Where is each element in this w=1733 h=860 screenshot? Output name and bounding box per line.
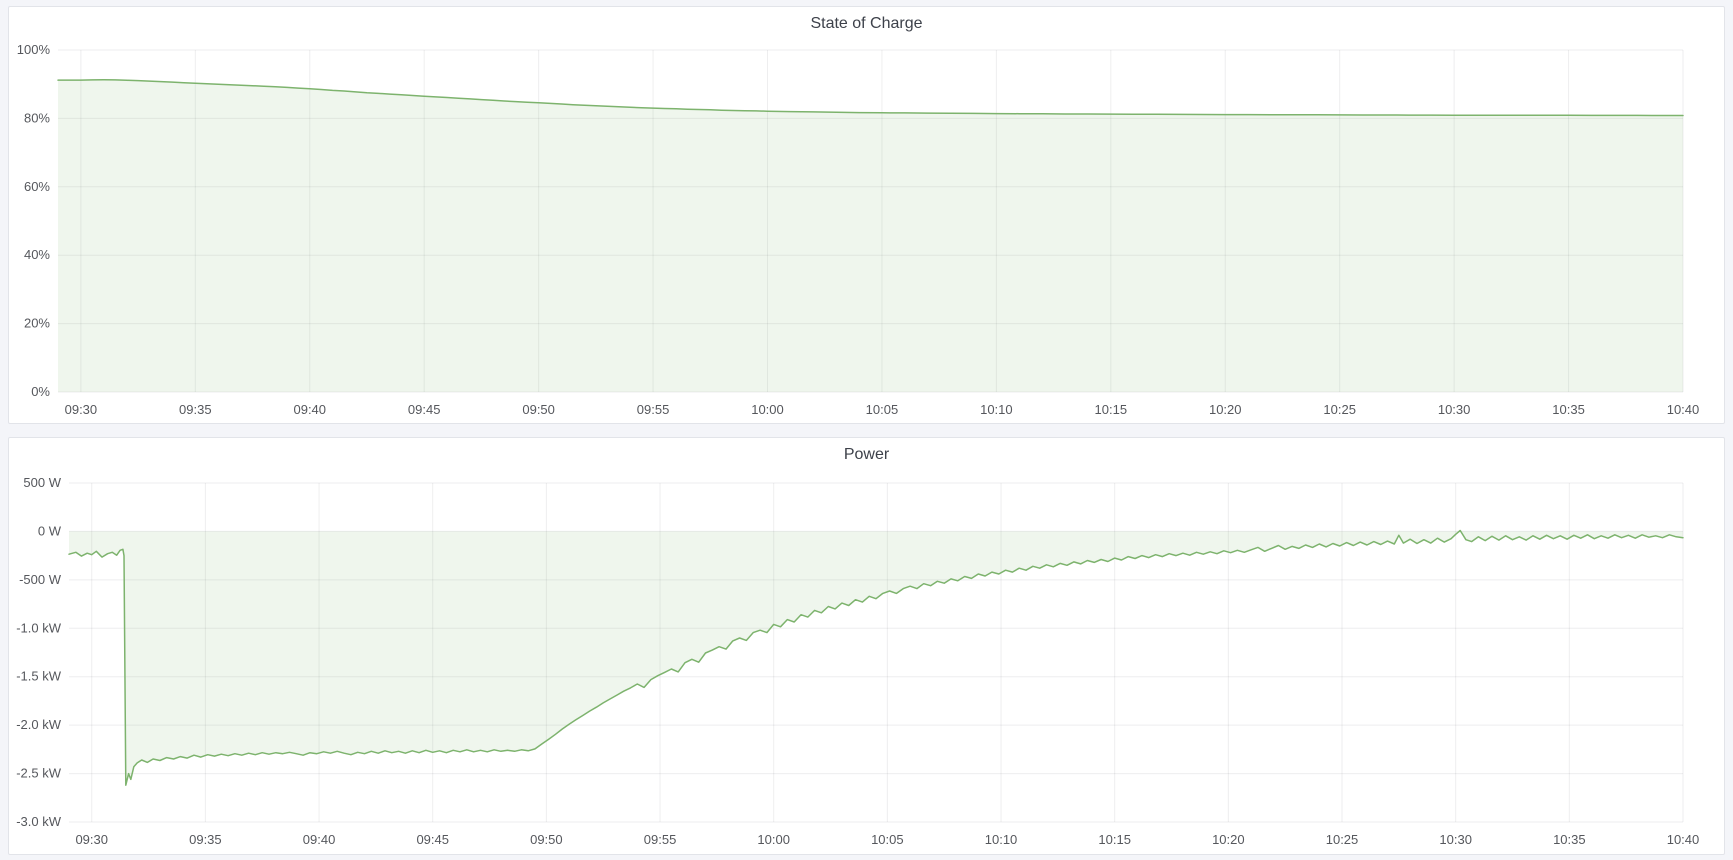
- x-tick-label: 10:10: [985, 832, 1018, 847]
- state-of-charge-chart[interactable]: 100% 80% 60% 40% 20% 0% 09:30 09:35 09:40 09:45 09…: [9, 7, 1724, 423]
- y-tick-label: 0%: [31, 384, 50, 399]
- x-tick-label: 10:00: [751, 402, 784, 417]
- x-tick-label: 10:20: [1212, 832, 1245, 847]
- x-tick-label: 10:30: [1439, 832, 1472, 847]
- y-tick-label: 0 W: [38, 523, 62, 538]
- panel-state-of-charge: State of Charge 100% 80% 60% 40% 20% 0% 09:30 0…: [8, 6, 1725, 424]
- y-tick-label: -2.5 kW: [16, 766, 62, 781]
- x-tick-label: 10:35: [1552, 402, 1585, 417]
- y-tick-label: -500 W: [19, 572, 62, 587]
- y-tick-label: -1.0 kW: [16, 620, 62, 635]
- x-tick-label: 09:45: [416, 832, 449, 847]
- y-tick-label: 60%: [24, 179, 50, 194]
- y-tick-label: 100%: [17, 42, 51, 57]
- series-area: [58, 79, 1683, 393]
- x-tick-label: 10:30: [1438, 402, 1471, 417]
- power-chart[interactable]: 500 W 0 W -500 W -1.0 kW -1.5 kW -2.0 kW -2.5 …: [9, 438, 1724, 854]
- x-tick-label: 10:40: [1667, 402, 1700, 417]
- x-tick-label: 09:35: [179, 402, 212, 417]
- x-tick-label: 10:15: [1095, 402, 1128, 417]
- y-tick-label: 80%: [24, 110, 50, 125]
- x-tick-label: 10:20: [1209, 402, 1242, 417]
- panel-title-state-of-charge[interactable]: State of Charge: [810, 15, 923, 32]
- x-tick-label: 10:05: [866, 402, 899, 417]
- y-tick-label: 500 W: [23, 475, 61, 490]
- panel-power: Power 500 W 0 W -500 W -1.0 kW -1.5 kW -2.0 k…: [8, 437, 1725, 855]
- x-tick-label: 10:00: [757, 832, 790, 847]
- series-line: [68, 529, 1684, 786]
- x-tick-label: 09:35: [189, 832, 222, 847]
- series-area: [69, 530, 1683, 786]
- x-tick-label: 09:50: [522, 402, 555, 417]
- y-tick-label: -2.0 kW: [16, 717, 62, 732]
- x-tick-label: 09:50: [530, 832, 563, 847]
- y-tick-label: 40%: [24, 247, 50, 262]
- x-tick-label: 10:05: [871, 832, 904, 847]
- x-tick-label: 10:15: [1098, 832, 1131, 847]
- x-tick-label: 09:55: [637, 402, 670, 417]
- x-tick-label: 09:40: [303, 832, 336, 847]
- x-tick-label: 10:10: [980, 402, 1013, 417]
- x-tick-label: 09:30: [65, 402, 98, 417]
- x-tick-label: 10:25: [1326, 832, 1359, 847]
- x-tick-label: 10:40: [1667, 832, 1700, 847]
- x-tick-label: 09:55: [644, 832, 677, 847]
- x-tick-label: 09:40: [293, 402, 326, 417]
- panel-title-power[interactable]: Power: [843, 446, 890, 463]
- x-tick-label: 09:30: [75, 832, 108, 847]
- series-line: [57, 79, 1684, 117]
- y-tick-label: -1.5 kW: [16, 669, 62, 684]
- y-tick-label: 20%: [24, 316, 50, 331]
- x-tick-label: 10:35: [1553, 832, 1586, 847]
- x-tick-label: 10:25: [1323, 402, 1356, 417]
- y-tick-label: -3.0 kW: [16, 814, 62, 829]
- x-tick-label: 09:45: [408, 402, 441, 417]
